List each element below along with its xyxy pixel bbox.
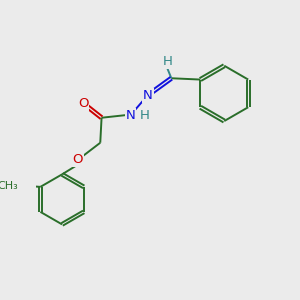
Text: H: H [163,55,172,68]
Text: H: H [140,109,150,122]
Text: O: O [78,97,88,110]
Text: N: N [126,109,135,122]
Text: N: N [143,89,152,102]
Text: O: O [73,153,83,167]
Text: CH₃: CH₃ [0,181,19,190]
